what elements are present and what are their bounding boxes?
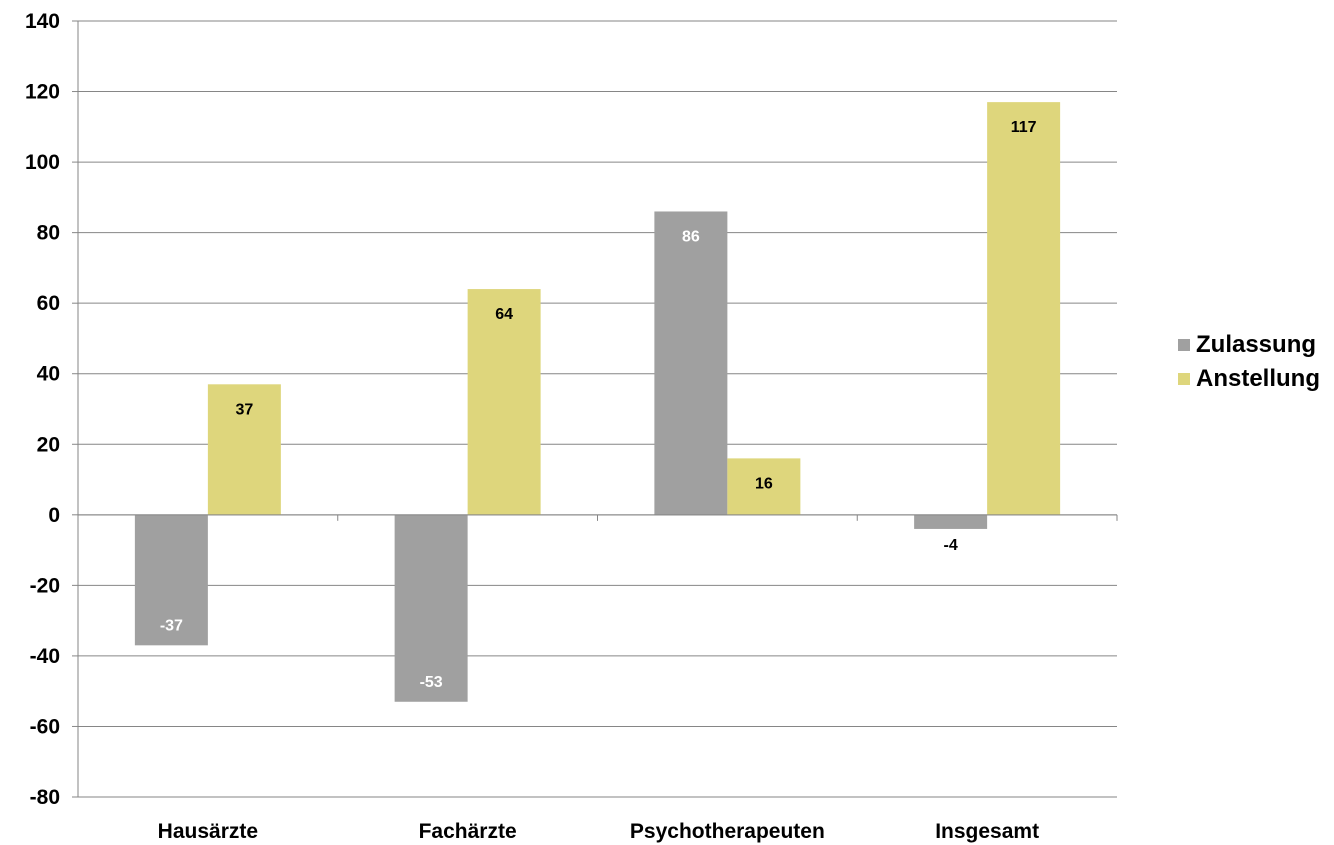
y-tick-label: -40 xyxy=(30,645,60,668)
y-tick-label: 40 xyxy=(37,363,60,386)
y-tick-label: 100 xyxy=(25,151,60,174)
bar-zulassung xyxy=(914,514,988,529)
data-label: 86 xyxy=(682,228,700,245)
data-label: 37 xyxy=(235,401,253,418)
y-tick-label: 80 xyxy=(37,222,60,245)
data-label: -53 xyxy=(420,674,443,691)
y-tick-label: 0 xyxy=(48,504,60,527)
legend-item-zulassung: Zulassung xyxy=(1178,328,1320,362)
y-tick-label: 140 xyxy=(25,10,60,33)
legend-label-zulassung: Zulassung xyxy=(1196,331,1317,358)
y-tick-label: -60 xyxy=(30,715,60,738)
category-label: Fachärzte xyxy=(419,820,517,843)
legend-item-anstellung: Anstellung xyxy=(1178,362,1320,396)
legend-swatch-anstellung xyxy=(1178,373,1190,385)
y-tick-label: -80 xyxy=(30,786,60,809)
legend-swatch-zulassung xyxy=(1178,339,1190,351)
gridlines xyxy=(78,20,1117,798)
y-tick-label: 60 xyxy=(37,292,60,315)
data-label: 16 xyxy=(755,475,773,492)
bar-zulassung xyxy=(394,514,468,702)
bar-anstellung xyxy=(987,102,1061,515)
y-tick-label: -20 xyxy=(30,574,60,597)
bar-anstellung xyxy=(467,289,541,515)
data-label: 117 xyxy=(1011,119,1037,136)
data-label: -4 xyxy=(944,537,958,554)
legend: Zulassung Anstellung xyxy=(1178,328,1320,396)
bar-anstellung xyxy=(207,384,281,515)
bar-anstellung xyxy=(727,458,801,515)
y-tick-label: 20 xyxy=(37,433,60,456)
y-tick-label: 120 xyxy=(25,81,60,104)
data-label: 64 xyxy=(495,306,513,323)
bars xyxy=(134,102,1061,702)
data-label: -37 xyxy=(160,617,183,634)
labels: 140 120 100 80 60 40 20 0 -20 -40 -60 -80 Hausärzte -… xyxy=(25,10,1039,843)
category-label: Hausärzte xyxy=(158,820,258,843)
bar-zulassung xyxy=(134,514,208,646)
category-label: Psychotherapeuten xyxy=(630,820,825,843)
axes xyxy=(72,20,1118,798)
bar-zulassung xyxy=(654,211,728,515)
category-label: Insgesamt xyxy=(935,820,1039,843)
legend-label-anstellung: Anstellung xyxy=(1196,365,1320,392)
